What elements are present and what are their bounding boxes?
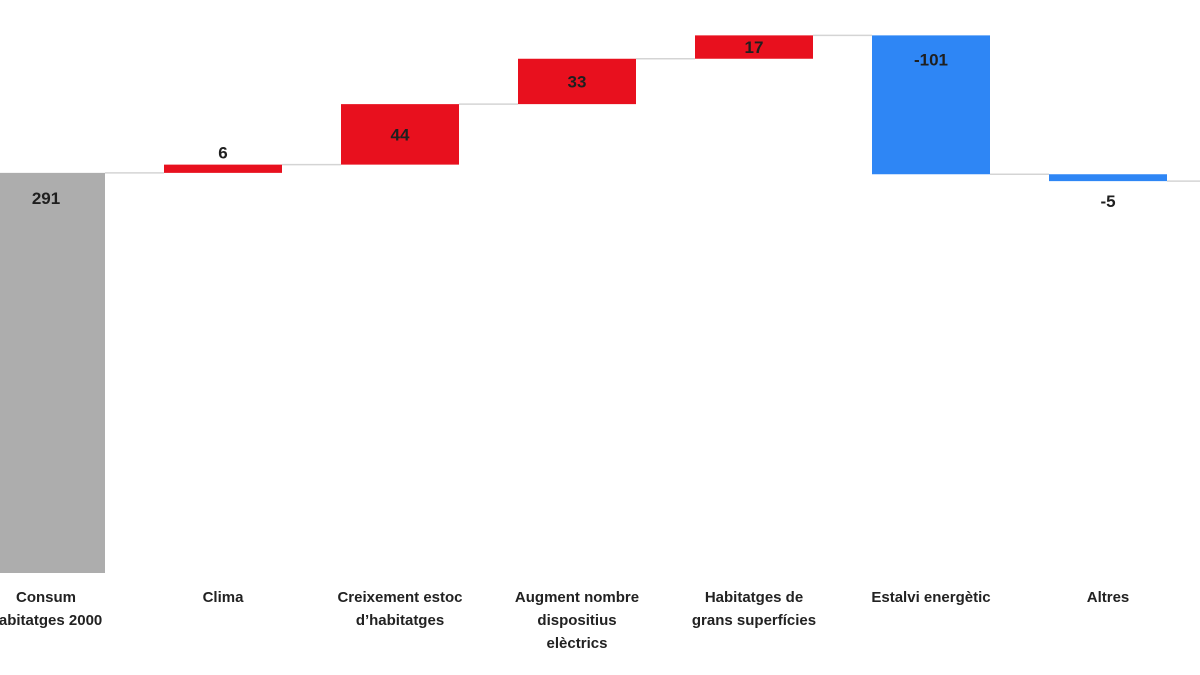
bar-altres — [1049, 174, 1167, 182]
value-label-altres: -5 — [1100, 192, 1115, 211]
value-label-augment-nombre-dispositius-electrics: 33 — [568, 72, 587, 91]
connector-lines — [105, 34, 1200, 182]
bar-estalvi-energetic — [872, 35, 990, 175]
category-label-habitatges-de-grans-superficies: Habitatges de grans superfícies — [692, 589, 816, 629]
bar-creixement-estoc-d-habitatges — [341, 104, 459, 165]
category-label-estalvi-energetic: Estalvi energètic — [871, 589, 990, 606]
category-labels: Consum habitatges 2000 Clima Creixement est… — [0, 589, 1129, 652]
value-label-estalvi-energetic: -101 — [914, 50, 948, 69]
category-label-clima: Clima — [203, 589, 245, 606]
category-label-creixement-estoc-d-habitatges: Creixement estoc d’habitatges — [337, 589, 462, 629]
category-label-consum-habitatges-2000: Consum habitatges 2000 — [0, 589, 102, 629]
value-labels: 291 6 44 33 17 -101 -5 — [32, 38, 1116, 211]
value-label-creixement-estoc-d-habitatges: 44 — [391, 125, 410, 144]
value-label-clima: 6 — [218, 144, 227, 163]
value-label-consum-habitatges-2000: 291 — [32, 189, 60, 208]
bar-augment-nombre-dispositius-electrics — [518, 58, 636, 105]
bar-consum-habitatges-2000 — [0, 172, 105, 573]
value-label-habitatges-de-grans-superficies: 17 — [745, 38, 764, 57]
category-label-altres: Altres — [1087, 589, 1130, 606]
category-label-augment-nombre-dispositius-electrics: Augment nombre dispositius elèctrics — [515, 589, 639, 652]
bar-habitatges-de-grans-superficies — [695, 35, 813, 59]
bars — [0, 35, 1167, 573]
bar-clima — [164, 164, 282, 173]
